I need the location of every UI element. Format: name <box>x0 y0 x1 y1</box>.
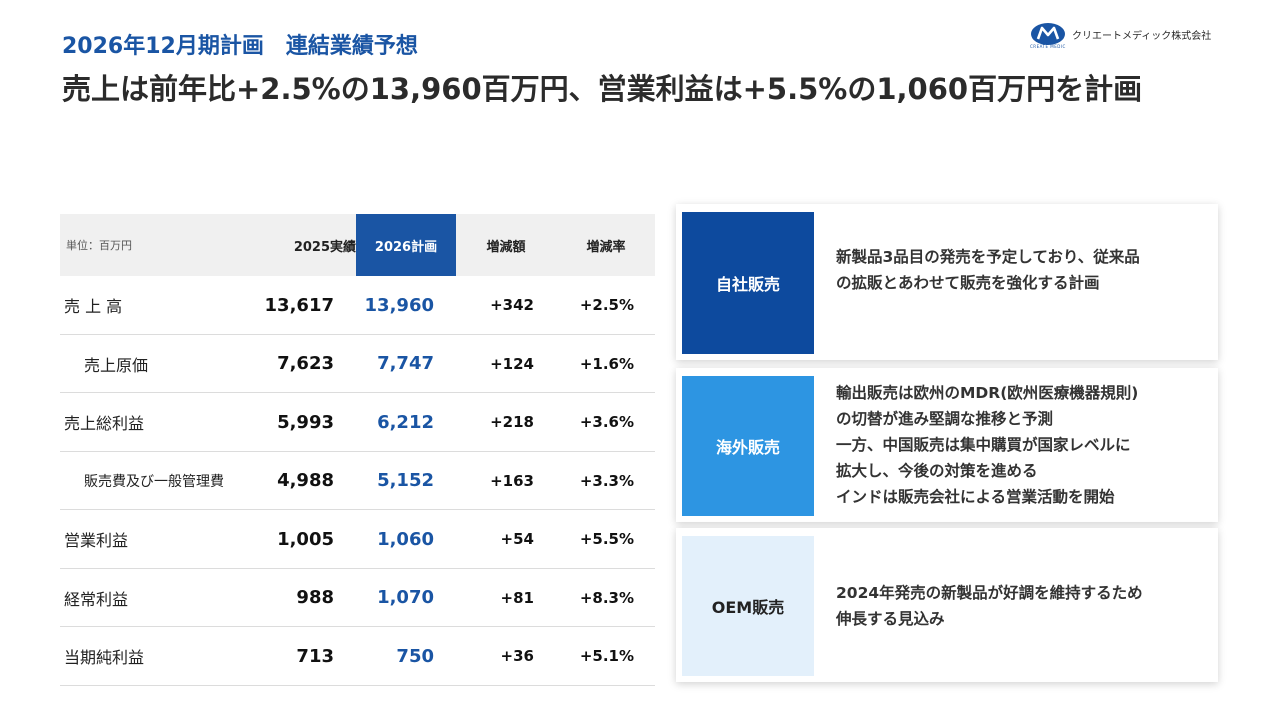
table-row: 当期純利益 713 750 +36 +5.1% <box>60 627 655 686</box>
value-rate: +8.3% <box>579 588 634 607</box>
value-change: +218 <box>490 413 534 431</box>
row-label: 売上原価 <box>84 355 149 375</box>
segment-description: 輸出販売は欧州のMDR(欧州医療機器規則) の切替が進み堅調な推移と予測 一方、… <box>836 380 1204 510</box>
page-subtitle: 2026年12月期計画 連結業績予想 <box>62 34 418 59</box>
value-2025-actual: 713 <box>296 645 334 667</box>
value-change: +163 <box>490 471 534 490</box>
value-change: +124 <box>490 354 534 373</box>
value-rate: +5.1% <box>579 647 634 665</box>
value-rate: +3.6% <box>579 413 634 431</box>
description-line: 新製品3品目の発売を予定しており、従来品 <box>836 248 1140 266</box>
description-line: の切替が進み堅調な推移と予測 <box>836 410 1054 428</box>
value-2026-plan: 7,747 <box>377 353 434 374</box>
table-header: 単位：百万円 2025実績 2026計画 増減額 増減率 <box>60 214 655 276</box>
table-row: 売 上 高 13,617 13,960 +342 +2.5% <box>60 276 655 335</box>
value-2025-actual: 1,005 <box>277 528 334 550</box>
header-change-rate: 増減率 <box>586 239 626 255</box>
value-change: +342 <box>490 296 534 314</box>
value-rate: +2.5% <box>579 296 634 314</box>
row-label: 販売費及び一般管理費 <box>84 473 224 490</box>
table-row: 営業利益 1,005 1,060 +54 +5.5% <box>60 510 655 569</box>
company-name: クリエートメディック株式会社 <box>1072 30 1212 42</box>
row-label: 売 上 高 <box>64 297 123 316</box>
segment-panel-domestic: 自社販売 新製品3品目の発売を予定しており、従来品 の拡販とあわせて販売を強化す… <box>676 204 1218 360</box>
unit-label: 単位：百万円 <box>66 239 132 252</box>
description-line: の拡販とあわせて販売を強化する計画 <box>836 274 1100 292</box>
value-2026-plan: 13,960 <box>364 294 434 316</box>
value-2025-actual: 5,993 <box>277 411 334 433</box>
logo-mark-icon <box>1031 23 1065 45</box>
segment-label: 自社販売 <box>682 212 814 354</box>
value-2026-plan: 1,060 <box>377 528 434 550</box>
value-change: +54 <box>500 530 534 548</box>
value-2026-plan: 6,212 <box>377 411 434 433</box>
value-2026-plan: 750 <box>396 645 434 667</box>
segment-label: 海外販売 <box>682 376 814 516</box>
page-title: 売上は前年比+2.5%の13,960百万円、営業利益は+5.5%の1,060百万… <box>62 72 1143 106</box>
value-2025-actual: 7,623 <box>277 353 334 374</box>
description-line: 2024年発売の新製品が好調を維持するため <box>836 584 1143 602</box>
value-rate: +3.3% <box>579 471 634 490</box>
value-2025-actual: 13,617 <box>264 294 334 316</box>
description-line: 拡大し、今後の対策を進める <box>836 462 1038 480</box>
row-label: 当期純利益 <box>64 648 145 667</box>
segment-description: 新製品3品目の発売を予定しており、従来品 の拡販とあわせて販売を強化する計画 <box>836 244 1204 296</box>
header-2025-actual: 2025実績 <box>293 239 356 255</box>
segment-description: 2024年発売の新製品が好調を維持するため 伸長する見込み <box>836 580 1204 632</box>
table-row: 売上総利益 5,993 6,212 +218 +3.6% <box>60 393 655 452</box>
company-logo: クリエートメディック株式会社 CREATE MEDIC <box>1030 22 1212 49</box>
segment-panel-overseas: 海外販売 輸出販売は欧州のMDR(欧州医療機器規則) の切替が進み堅調な推移と予… <box>676 368 1218 522</box>
row-label: 経常利益 <box>64 589 129 609</box>
table-row: 売上原価 7,623 7,747 +124 +1.6% <box>60 335 655 393</box>
description-line: 輸出販売は欧州のMDR(欧州医療機器規則) <box>836 384 1139 402</box>
table-row: 経常利益 988 1,070 +81 +8.3% <box>60 569 655 627</box>
description-line: インドは販売会社による営業活動を開始 <box>836 488 1115 506</box>
value-2026-plan: 5,152 <box>377 470 434 491</box>
description-line: 一方、中国販売は集中購買が国家レベルに <box>836 436 1131 454</box>
header-change-amount: 増減額 <box>486 239 526 255</box>
description-line: 伸長する見込み <box>836 610 945 628</box>
value-2025-actual: 4,988 <box>277 470 334 491</box>
segment-panel-oem: OEM販売 2024年発売の新製品が好調を維持するため 伸長する見込み <box>676 528 1218 682</box>
segment-label: OEM販売 <box>682 536 814 676</box>
value-change: +81 <box>500 588 534 607</box>
row-label: 売上総利益 <box>64 414 145 433</box>
financial-table: 単位：百万円 2025実績 2026計画 増減額 増減率 売 上 高 13,61… <box>60 214 655 686</box>
value-2025-actual: 988 <box>296 587 334 608</box>
value-change: +36 <box>500 647 534 665</box>
value-rate: +1.6% <box>579 354 634 373</box>
value-2026-plan: 1,070 <box>377 587 434 608</box>
row-label: 営業利益 <box>64 531 129 550</box>
logo-mark-text: CREATE MEDIC <box>1030 44 1066 49</box>
value-rate: +5.5% <box>579 530 634 548</box>
table-row: 販売費及び一般管理費 4,988 5,152 +163 +3.3% <box>60 452 655 510</box>
header-2026-plan: 2026計画 <box>356 214 456 276</box>
